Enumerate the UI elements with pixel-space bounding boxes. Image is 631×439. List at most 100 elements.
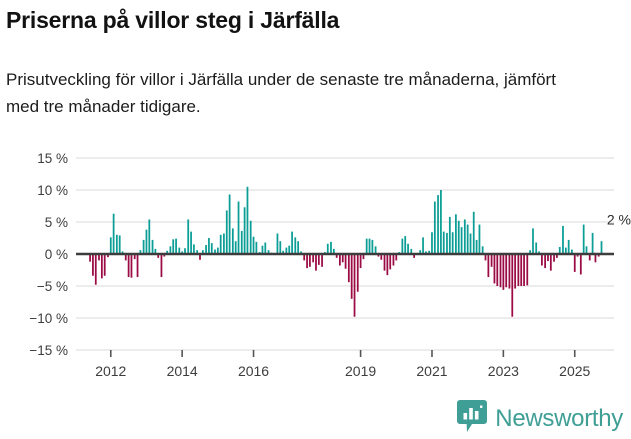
- bar[interactable]: [190, 231, 192, 254]
- bar[interactable]: [475, 239, 478, 254]
- bar[interactable]: [317, 254, 320, 265]
- bar[interactable]: [288, 245, 291, 254]
- bar[interactable]: [237, 201, 240, 254]
- bar[interactable]: [499, 254, 502, 288]
- bar[interactable]: [297, 241, 300, 254]
- bar[interactable]: [541, 254, 543, 266]
- bar[interactable]: [558, 246, 561, 254]
- bar[interactable]: [404, 236, 407, 254]
- newsworthy-logo[interactable]: Newsworthy: [457, 400, 623, 438]
- bar[interactable]: [484, 254, 487, 261]
- bar[interactable]: [321, 254, 323, 267]
- bar[interactable]: [413, 254, 416, 258]
- bar[interactable]: [279, 241, 282, 254]
- bar[interactable]: [94, 254, 97, 285]
- bar[interactable]: [529, 250, 532, 254]
- bar[interactable]: [154, 248, 157, 254]
- bar[interactable]: [356, 254, 359, 292]
- bar[interactable]: [466, 224, 469, 254]
- bar[interactable]: [567, 239, 570, 254]
- bar[interactable]: [457, 220, 460, 254]
- bar[interactable]: [374, 246, 377, 254]
- bar[interactable]: [350, 254, 353, 299]
- bar[interactable]: [451, 232, 454, 254]
- bar[interactable]: [249, 220, 252, 254]
- bar[interactable]: [535, 242, 538, 254]
- bar[interactable]: [371, 239, 374, 254]
- bar[interactable]: [341, 254, 344, 263]
- bar[interactable]: [433, 201, 436, 254]
- bar[interactable]: [285, 247, 288, 254]
- bar[interactable]: [422, 237, 424, 254]
- bar[interactable]: [594, 254, 597, 263]
- bar[interactable]: [109, 237, 112, 254]
- bar[interactable]: [199, 254, 201, 260]
- bar[interactable]: [133, 254, 136, 260]
- bar[interactable]: [359, 254, 362, 269]
- bar[interactable]: [216, 247, 219, 254]
- bar[interactable]: [261, 245, 264, 254]
- bar[interactable]: [234, 241, 237, 254]
- bar[interactable]: [549, 254, 552, 271]
- bar[interactable]: [205, 245, 207, 254]
- bar[interactable]: [231, 228, 234, 254]
- bar[interactable]: [532, 228, 534, 254]
- bar[interactable]: [389, 254, 392, 270]
- bar[interactable]: [107, 254, 109, 258]
- bar[interactable]: [103, 254, 106, 276]
- bar[interactable]: [228, 194, 231, 254]
- bar[interactable]: [294, 237, 297, 254]
- bar[interactable]: [347, 254, 350, 283]
- bar[interactable]: [276, 233, 279, 254]
- bar[interactable]: [493, 254, 496, 284]
- bar[interactable]: [201, 250, 204, 254]
- bar[interactable]: [419, 250, 422, 254]
- bar[interactable]: [344, 254, 347, 269]
- bar[interactable]: [208, 238, 210, 254]
- bar[interactable]: [145, 229, 148, 254]
- bar[interactable]: [401, 238, 404, 254]
- bar[interactable]: [562, 225, 564, 254]
- bar[interactable]: [219, 234, 222, 254]
- bar[interactable]: [496, 254, 499, 286]
- bar[interactable]: [312, 254, 315, 263]
- bar[interactable]: [184, 248, 186, 254]
- bar[interactable]: [335, 254, 338, 258]
- bar[interactable]: [582, 224, 585, 254]
- bar[interactable]: [124, 254, 127, 261]
- bar[interactable]: [291, 231, 293, 254]
- bar[interactable]: [362, 254, 365, 260]
- bar[interactable]: [160, 254, 163, 278]
- bar[interactable]: [556, 254, 558, 258]
- bar[interactable]: [223, 233, 225, 254]
- bar[interactable]: [455, 214, 457, 254]
- bar[interactable]: [463, 219, 466, 254]
- bar[interactable]: [148, 219, 151, 254]
- bar[interactable]: [196, 250, 199, 254]
- bar[interactable]: [517, 254, 520, 286]
- bar[interactable]: [392, 254, 395, 266]
- bar[interactable]: [585, 246, 588, 254]
- bar[interactable]: [460, 227, 463, 254]
- bar[interactable]: [368, 238, 371, 254]
- bar[interactable]: [151, 239, 154, 254]
- bar[interactable]: [339, 254, 341, 266]
- bar[interactable]: [303, 254, 306, 261]
- bar[interactable]: [246, 186, 249, 254]
- bar[interactable]: [490, 254, 493, 267]
- bar[interactable]: [130, 254, 133, 278]
- bar[interactable]: [571, 249, 573, 254]
- bar[interactable]: [112, 213, 115, 254]
- bar[interactable]: [448, 216, 451, 254]
- bar[interactable]: [166, 250, 169, 254]
- bar[interactable]: [118, 235, 121, 254]
- bar[interactable]: [193, 244, 195, 254]
- bar[interactable]: [240, 230, 243, 254]
- bar[interactable]: [127, 254, 130, 278]
- bar[interactable]: [431, 232, 433, 254]
- bar[interactable]: [547, 254, 549, 262]
- bar[interactable]: [600, 241, 603, 254]
- bar[interactable]: [523, 254, 525, 286]
- bar[interactable]: [544, 254, 546, 269]
- bar[interactable]: [579, 254, 582, 275]
